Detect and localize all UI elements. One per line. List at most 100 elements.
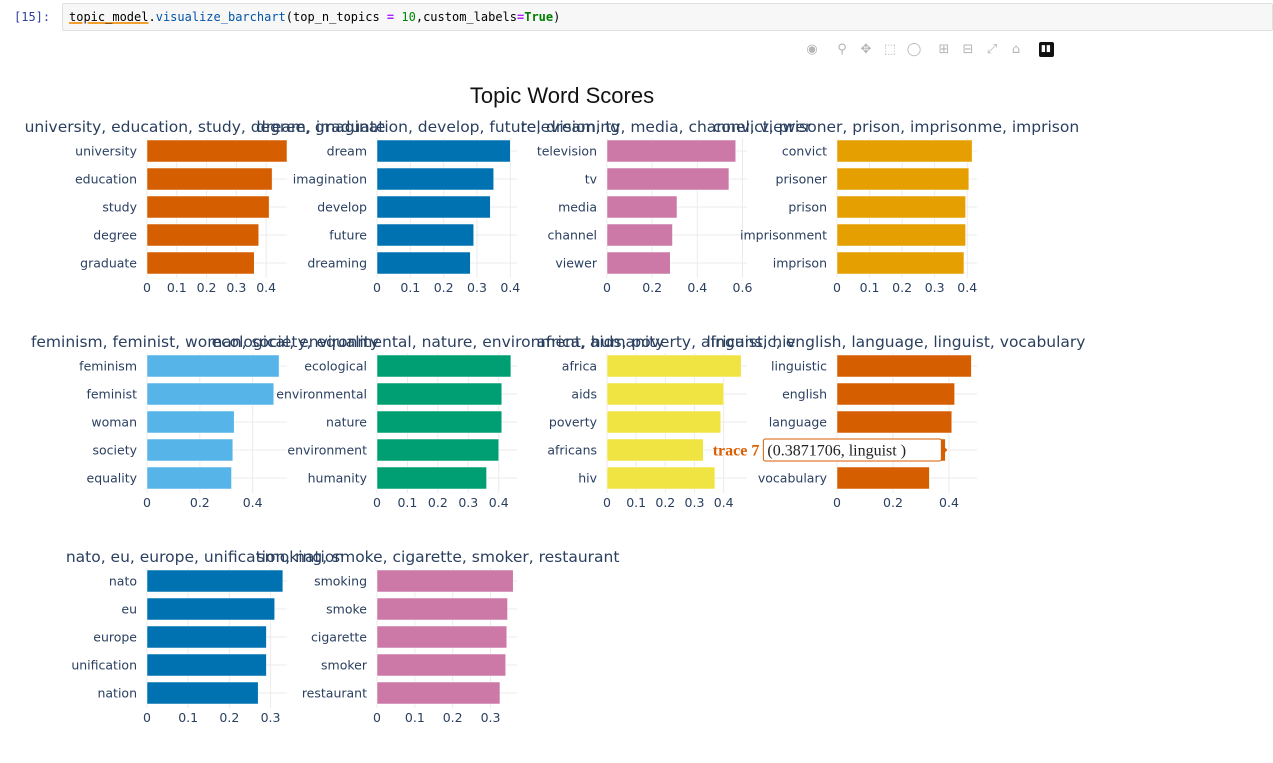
x-tick-label: 0.2: [197, 280, 217, 295]
bar-university[interactable]: [146, 139, 288, 163]
bar-europe[interactable]: [146, 625, 267, 649]
pan-icon[interactable]: ✥: [860, 41, 872, 57]
bar-feminism[interactable]: [146, 354, 280, 378]
x-tick-label: 0.1: [178, 710, 198, 725]
bar-degree[interactable]: [146, 223, 259, 247]
bar-future[interactable]: [376, 223, 474, 247]
x-tick-label: 0.3: [261, 710, 281, 725]
x-tick-label: 0.2: [190, 495, 210, 510]
bar-channel[interactable]: [606, 223, 673, 247]
code-operator: =: [517, 10, 525, 24]
box-select-icon[interactable]: ⬚: [883, 41, 897, 57]
y-tick-label: environmental: [276, 387, 367, 402]
code-cell-input[interactable]: topic_model.visualize_barchart(top_n_top…: [62, 3, 1273, 31]
y-tick-label: restaurant: [302, 686, 367, 701]
x-tick-label: 0: [603, 280, 611, 295]
y-tick-label: equality: [87, 471, 138, 486]
bar-equality[interactable]: [146, 466, 232, 490]
bar-unification[interactable]: [146, 653, 267, 677]
subplot-title: africa, aids, poverty, africans, hiv: [536, 333, 795, 351]
bar-imagination[interactable]: [376, 167, 494, 191]
bar-cigarette[interactable]: [376, 625, 508, 649]
bar-smoker[interactable]: [376, 653, 506, 677]
bar-restaurant[interactable]: [376, 681, 501, 705]
bar-english[interactable]: [836, 382, 955, 406]
x-tick-label: 0.1: [860, 280, 880, 295]
code-arg2: ,custom_labels: [415, 10, 517, 24]
subplot-6: ecological, environmental, nature, envir…: [212, 333, 665, 510]
y-tick-label: graduate: [80, 256, 137, 271]
bar-hiv[interactable]: [606, 466, 716, 490]
bar-prison[interactable]: [836, 195, 966, 219]
bar-develop[interactable]: [376, 195, 491, 219]
x-tick-label: 0.4: [714, 495, 734, 510]
bar-graduate[interactable]: [146, 251, 255, 275]
bar-education[interactable]: [146, 167, 273, 191]
zoom-in-icon[interactable]: ⊞: [938, 41, 950, 57]
y-tick-label: smoking: [314, 574, 367, 589]
x-tick-label: 0.3: [458, 495, 478, 510]
bar-dreaming[interactable]: [376, 251, 471, 275]
bar-convict[interactable]: [836, 139, 973, 163]
bar-environment[interactable]: [376, 438, 499, 462]
bar-imprisonment[interactable]: [836, 223, 966, 247]
bar-linguistic[interactable]: [836, 354, 972, 378]
zoom-icon[interactable]: ⚲: [837, 41, 847, 57]
hover-pointer: [941, 444, 948, 456]
bar-study[interactable]: [146, 195, 270, 219]
bar-africa[interactable]: [606, 354, 742, 378]
bar-eu[interactable]: [146, 597, 275, 621]
bar-smoking[interactable]: [376, 569, 514, 593]
bar-vocabulary[interactable]: [836, 466, 930, 490]
plotly-logo-icon[interactable]: ▮▮: [1034, 40, 1058, 58]
bar-ecological[interactable]: [376, 354, 512, 378]
y-tick-label: poverty: [549, 415, 598, 430]
y-tick-label: imprison: [773, 256, 827, 271]
y-tick-label: linguistic: [771, 359, 827, 374]
bar-africans[interactable]: [606, 438, 704, 462]
x-tick-label: 0: [373, 495, 381, 510]
bar-humanity[interactable]: [376, 466, 487, 490]
y-tick-label: dreaming: [307, 256, 367, 271]
bar-nation[interactable]: [146, 681, 259, 705]
bar-media[interactable]: [606, 195, 678, 219]
y-tick-label: hiv: [578, 471, 597, 486]
lasso-icon[interactable]: ◯: [906, 41, 922, 57]
code-line: topic_model.visualize_barchart(top_n_top…: [69, 10, 560, 24]
subplot-title: linguistic, english, language, linguist,…: [707, 333, 1086, 351]
subplot-4: convict, prisoner, prison, imprisonme, i…: [713, 118, 1079, 295]
bar-television[interactable]: [606, 139, 736, 163]
bar-language[interactable]: [836, 410, 953, 434]
reset-axes-icon[interactable]: ⌂: [1011, 41, 1021, 57]
camera-icon[interactable]: ◉: [806, 41, 818, 57]
bar-tv[interactable]: [606, 167, 730, 191]
bar-nato[interactable]: [146, 569, 284, 593]
bar-dream[interactable]: [376, 139, 511, 163]
x-tick-label: 0.1: [167, 280, 187, 295]
code-operator: =: [386, 10, 395, 24]
bar-nature[interactable]: [376, 410, 503, 434]
y-tick-label: television: [537, 144, 597, 159]
y-tick-label: convict: [782, 144, 827, 159]
bar-viewer[interactable]: [606, 251, 671, 275]
y-tick-label: cigarette: [311, 630, 367, 645]
bar-environmental[interactable]: [376, 382, 503, 406]
bar-woman[interactable]: [146, 410, 235, 434]
hover-trace-name: trace 7: [713, 443, 760, 460]
bar-smoke[interactable]: [376, 597, 508, 621]
x-tick-label: 0.2: [642, 280, 662, 295]
bar-feminist[interactable]: [146, 382, 275, 406]
x-tick-label: 0.3: [925, 280, 945, 295]
autoscale-icon[interactable]: ⤢: [986, 41, 998, 57]
bar-society[interactable]: [146, 438, 234, 462]
bar-poverty[interactable]: [606, 410, 721, 434]
zoom-out-icon[interactable]: ⊟: [962, 41, 974, 57]
bar-imprison[interactable]: [836, 251, 965, 275]
y-tick-label: tv: [585, 172, 598, 187]
x-tick-label: 0: [373, 280, 381, 295]
x-tick-label: 0.2: [219, 710, 239, 725]
bar-prisoner[interactable]: [836, 167, 970, 191]
y-tick-label: degree: [93, 228, 137, 243]
bar-aids[interactable]: [606, 382, 724, 406]
subplot-3: television, tv, media, channel, viewer 0 0…: [521, 118, 812, 295]
